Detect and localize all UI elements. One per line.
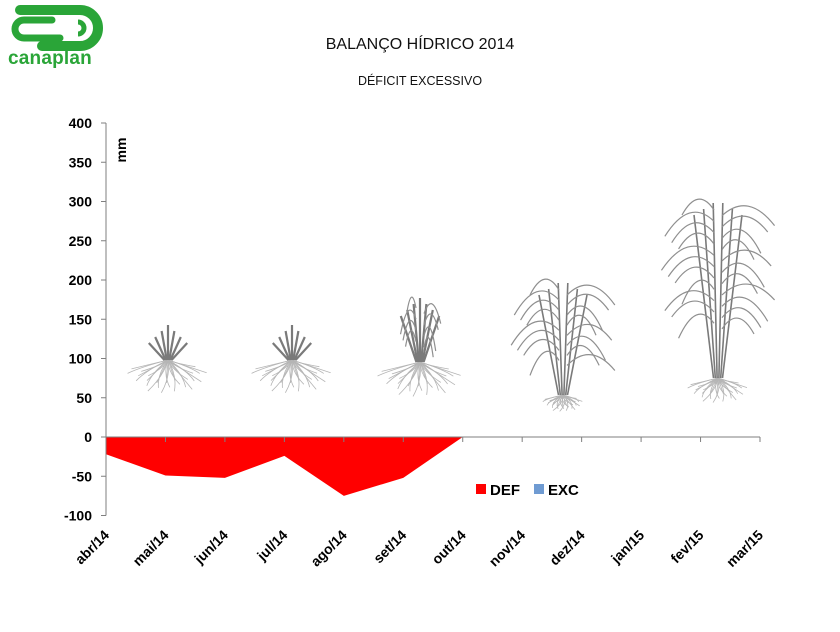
series-def-area xyxy=(106,437,760,496)
x-tick-label: nov/14 xyxy=(486,527,529,570)
x-tick-label: jan/15 xyxy=(607,527,647,567)
y-axis-ticks: 400 350 300 250 200 150 100 50 0 -50 -100 xyxy=(64,115,106,524)
y-tick-label: 350 xyxy=(69,154,93,170)
logo-text: canaplan xyxy=(8,48,92,69)
sugarcane-plant-icon xyxy=(660,198,776,403)
y-tick-label: 200 xyxy=(69,272,93,288)
y-tick-label: 250 xyxy=(69,233,93,249)
x-tick-label: mar/15 xyxy=(723,527,766,570)
legend: DEF EXC xyxy=(476,482,579,499)
x-tick-label: mai/14 xyxy=(129,527,171,569)
y-tick-label: -50 xyxy=(72,468,92,484)
legend-swatch-def xyxy=(476,484,486,494)
y-tick-label: -100 xyxy=(64,508,92,524)
y-tick-label: 300 xyxy=(69,194,93,210)
canaplan-logo xyxy=(11,4,103,51)
sugarcane-plant-icon xyxy=(510,278,616,412)
x-tick-label: jun/14 xyxy=(190,527,231,568)
chart-title: BALANÇO HÍDRICO 2014 xyxy=(325,36,515,53)
x-tick-label: jul/14 xyxy=(253,527,290,564)
x-tick-label: abr/14 xyxy=(72,527,113,568)
x-tick-label: out/14 xyxy=(428,527,469,568)
x-tick-label: set/14 xyxy=(370,527,410,567)
legend-label-def: DEF xyxy=(490,482,520,499)
y-tick-label: 150 xyxy=(69,311,93,327)
plot-area xyxy=(106,436,760,496)
sugarcane-plant-icon xyxy=(377,296,461,397)
sugarcane-plant-icon xyxy=(127,325,207,393)
legend-swatch-exc xyxy=(534,484,544,494)
x-tick-label: ago/14 xyxy=(307,527,350,570)
x-tick-label: dez/14 xyxy=(546,527,588,569)
y-axis-label: mm xyxy=(113,138,129,163)
y-tick-label: 0 xyxy=(84,429,92,445)
y-tick-label: 100 xyxy=(69,351,93,367)
chart-subtitle: DÉFICIT EXCESSIVO xyxy=(357,74,483,88)
y-tick-label: 50 xyxy=(76,390,92,406)
plant-illustrations xyxy=(127,198,776,412)
y-tick-label: 400 xyxy=(69,115,93,131)
sugarcane-plant-icon xyxy=(251,325,331,393)
x-tick-label: fev/15 xyxy=(667,527,707,567)
legend-label-exc: EXC xyxy=(548,482,579,499)
